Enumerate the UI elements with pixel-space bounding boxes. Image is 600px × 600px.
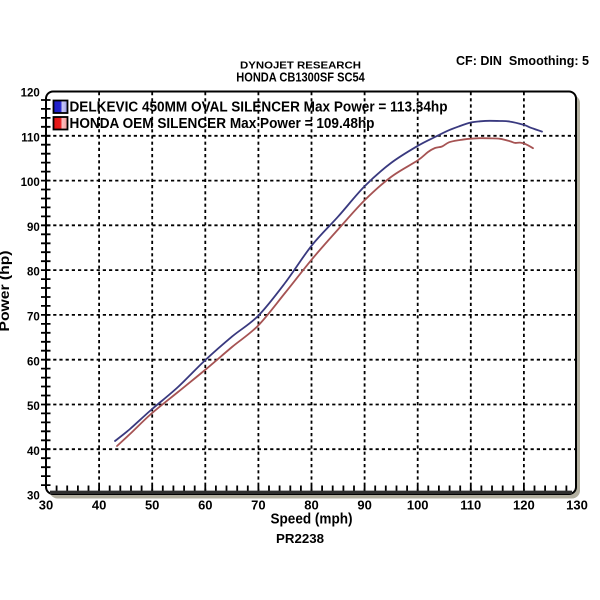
svg-text:40: 40 (27, 446, 40, 458)
svg-text:100: 100 (407, 498, 429, 513)
svg-text:30: 30 (27, 491, 40, 503)
svg-text:Speed (mph): Speed (mph) (271, 512, 353, 528)
svg-text:60: 60 (198, 498, 212, 513)
svg-text:130: 130 (566, 498, 588, 513)
svg-text:100: 100 (21, 177, 40, 189)
svg-text:110: 110 (460, 498, 481, 513)
svg-text:70: 70 (27, 312, 40, 324)
svg-text:50: 50 (145, 498, 159, 513)
svg-text:40: 40 (92, 498, 106, 513)
svg-text:80: 80 (27, 267, 40, 279)
svg-text:HONDA OEM SILENCER Max Power =: HONDA OEM SILENCER Max Power = 109.48hp (70, 116, 375, 132)
svg-text:PR2238: PR2238 (276, 531, 324, 546)
svg-text:HONDA CB1300SF SC54: HONDA CB1300SF SC54 (236, 71, 365, 85)
svg-text:80: 80 (304, 498, 318, 513)
svg-text:50: 50 (27, 401, 40, 413)
svg-text:90: 90 (27, 222, 40, 234)
svg-text:110: 110 (21, 132, 40, 144)
svg-text:DYNOJET RESEARCH: DYNOJET RESEARCH (240, 59, 361, 71)
svg-text:120: 120 (513, 498, 535, 513)
svg-text:Power (hp): Power (hp) (0, 251, 12, 332)
svg-text:30: 30 (39, 498, 53, 513)
svg-text:60: 60 (27, 356, 40, 368)
svg-text:70: 70 (251, 498, 265, 513)
svg-text:CF: DIN Smoothing: 5: CF: DIN Smoothing: 5 (456, 54, 589, 68)
svg-text:120: 120 (21, 88, 40, 100)
svg-text:DELKEVIC 450MM OVAL SILENCER M: DELKEVIC 450MM OVAL SILENCER Max Power =… (70, 100, 448, 116)
svg-text:90: 90 (357, 498, 371, 513)
